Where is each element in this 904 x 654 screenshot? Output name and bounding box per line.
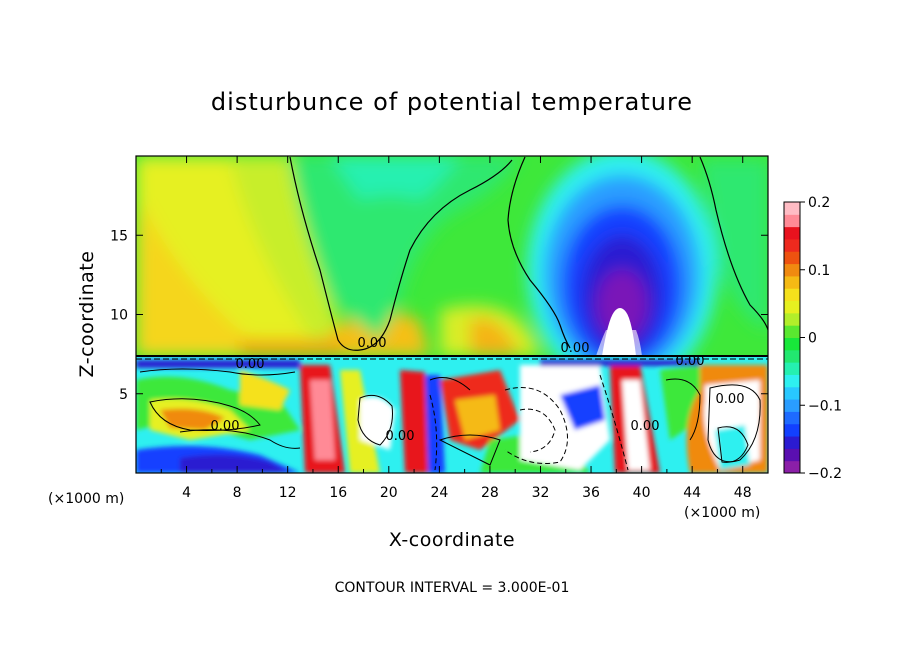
colorbar-swatch — [784, 460, 800, 474]
colorbar-swatch — [784, 238, 800, 252]
y-axis-title: Z-coordinate — [76, 251, 98, 378]
colorbar-swatch — [784, 300, 800, 314]
colorbar-swatch — [784, 399, 800, 412]
colorbar-swatch — [784, 436, 800, 449]
contour-label: 0.00 — [236, 357, 265, 372]
x-tick-label: 32 — [532, 485, 550, 501]
x-tick-label: 24 — [430, 485, 448, 501]
x-tick-label: 28 — [481, 485, 499, 501]
x-tick-label: 44 — [683, 485, 701, 501]
contour-label: 0.00 — [358, 336, 387, 351]
y-tick-label: 15 — [110, 228, 128, 244]
colorbar-swatch — [784, 362, 800, 375]
chart-title: disturbunce of potential temperature — [211, 88, 693, 116]
colorbar-tick-label: −0.2 — [808, 466, 842, 482]
colorbar-swatch — [784, 312, 800, 326]
x-tick-label: 4 — [182, 485, 191, 501]
contour-label: 0.00 — [716, 392, 745, 407]
x-tick-label: 36 — [582, 485, 600, 501]
colorbar-swatch — [784, 275, 800, 289]
plot-field-upper — [136, 156, 768, 356]
colorbar-swatch — [784, 337, 800, 351]
x-tick-label: 20 — [380, 485, 398, 501]
contour-label: 0.00 — [211, 419, 240, 434]
colorbar-swatch — [784, 386, 800, 400]
x-axis: 4 8 12 16 20 24 28 32 36 40 44 48 — [160, 156, 752, 501]
colorbar-tick-label: −0.1 — [808, 398, 842, 414]
colorbar-swatch — [784, 448, 800, 462]
x-axis-title: X-coordinate — [389, 529, 515, 551]
colorbar-tick-label: 0 — [808, 331, 817, 347]
colorbar-swatch — [784, 202, 800, 215]
contour-label: 0.00 — [631, 419, 660, 434]
colorbar-swatch — [784, 349, 800, 363]
contour-labels: 0.00 0.00 0.00 0.00 0.00 0.00 0.00 0.00 — [211, 336, 745, 444]
x-tick-label: 40 — [633, 485, 651, 501]
colorbar-swatch — [784, 263, 800, 277]
contour-label: 0.00 — [561, 341, 590, 356]
colorbar-tick-label: 0.1 — [808, 263, 830, 279]
contour-label: 0.00 — [386, 429, 415, 444]
x-tick-label: 16 — [329, 485, 347, 501]
colorbar-tick-label: 0.2 — [808, 195, 830, 211]
colorbar-swatch — [784, 374, 800, 388]
y-axis: 5 10 15 — [110, 228, 768, 403]
colorbar-swatch — [784, 226, 800, 240]
y-tick-label: 5 — [119, 387, 128, 403]
plot-field-lower — [136, 356, 768, 473]
colorbar-swatch — [784, 214, 800, 228]
x-unit-label-left: (×1000 m) — [48, 491, 124, 507]
colorbar-swatch — [784, 411, 800, 425]
colorbar-swatch — [784, 423, 800, 437]
y-tick-label: 10 — [110, 308, 128, 324]
x-unit-label-right: (×1000 m) — [684, 505, 760, 521]
colorbar-swatch — [784, 251, 800, 265]
colorbar-swatch — [784, 325, 800, 338]
colorbar: 0.2 0.1 0 −0.1 −0.2 — [783, 195, 842, 482]
contour-interval-note: CONTOUR INTERVAL = 3.000E-01 — [335, 580, 570, 596]
x-tick-label: 12 — [279, 485, 297, 501]
x-tick-label: 8 — [233, 485, 242, 501]
x-tick-label: 48 — [734, 485, 752, 501]
colorbar-swatch — [784, 288, 800, 302]
contour-label: 0.00 — [676, 354, 705, 369]
